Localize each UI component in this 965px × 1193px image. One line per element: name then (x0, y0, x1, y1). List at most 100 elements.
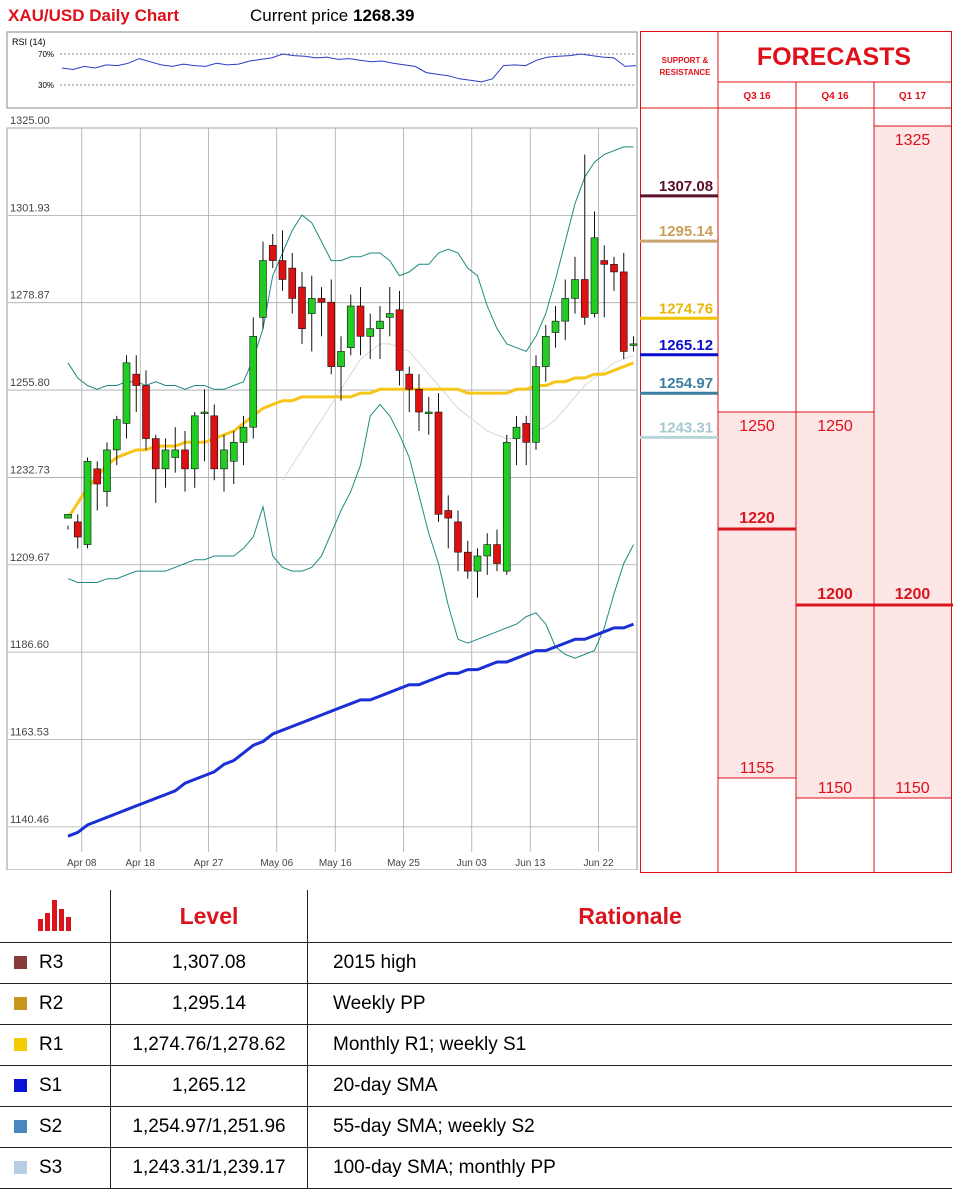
candle-bullish (171, 449, 180, 458)
candle-bearish (522, 423, 531, 443)
candle-bearish (395, 309, 404, 371)
table-row: S1 1,265.12 20-day SMA (0, 1065, 952, 1107)
level-value: 1,295.14 (110, 983, 308, 1025)
candle-bearish (278, 260, 287, 280)
level-code: R1 (0, 1024, 111, 1066)
candle-bullish (376, 320, 384, 330)
table-row: S2 1,254.97/1,251.96 55-day SMA; weekly S2 (0, 1106, 952, 1148)
forecast-high-value: 1250 (817, 418, 853, 435)
level-rationale: 100-day SMA; monthly PP (307, 1147, 952, 1189)
level-value: 1,254.97/1,251.96 (110, 1106, 308, 1148)
candle-bullish (532, 366, 540, 443)
color-swatch (14, 1038, 27, 1051)
y-tick-label: 1209.67 (10, 552, 50, 564)
candle-bullish (83, 460, 92, 545)
x-tick-label: Apr 18 (126, 858, 156, 869)
table-icon-cell (0, 890, 111, 943)
candle-bullish (366, 328, 375, 337)
sr-heading-line: RESISTANCE (660, 68, 712, 77)
candle-bearish (132, 373, 141, 386)
candle-bullish (161, 449, 170, 470)
sma100-line (67, 622, 635, 838)
candle-bullish (551, 320, 560, 333)
candle-bearish (93, 468, 102, 485)
candle-bearish (356, 305, 365, 337)
color-swatch (14, 956, 27, 969)
rsi-panel: RSI (14) 70% 30% (6, 31, 638, 109)
x-tick-label: Jun 03 (457, 858, 487, 869)
candle-bearish (142, 385, 150, 439)
candle-bearish (493, 544, 501, 564)
candle-bullish (502, 442, 511, 572)
candle-bullish (307, 298, 316, 314)
candlesticks (64, 154, 638, 598)
y-tick-label: 1140.46 (10, 814, 49, 826)
candle-bearish (405, 373, 414, 390)
sr-heading-line: SUPPORT & (662, 56, 709, 65)
level-code-text: R3 (39, 952, 64, 973)
sr-level-label: 1265.12 (659, 337, 713, 354)
level-value: 1,274.76/1,278.62 (110, 1024, 308, 1066)
candle-bearish (288, 267, 297, 299)
x-axis: Apr 08 Apr 18 Apr 27 May 06 May 16 May 25 Jun … (67, 858, 614, 869)
candle-bearish (610, 264, 618, 273)
x-tick-label: Jun 22 (583, 858, 613, 869)
x-tick-label: Jun 13 (515, 858, 545, 869)
y-tick-label: 1278.87 (10, 290, 50, 302)
candle-bearish (600, 260, 609, 265)
sr-level-label: 1274.76 (659, 300, 713, 317)
level-value: 1,307.08 (110, 942, 308, 984)
table-row: R2 1,295.14 Weekly PP (0, 983, 952, 1025)
candle-bullish (483, 544, 492, 557)
level-code-text: R1 (39, 1034, 64, 1055)
y-tick-label: 1186.60 (10, 639, 49, 651)
current-price-label: Current price (250, 6, 349, 25)
candle-bullish (122, 362, 131, 424)
y-tick-label: 1325.00 (10, 115, 50, 127)
forecast-median-value: 1220 (739, 510, 775, 527)
candle-bullish (112, 419, 121, 451)
candle-bullish (385, 313, 394, 318)
forecast-high-value: 1325 (895, 132, 931, 149)
candle-bearish (463, 551, 472, 572)
forecast-high-value: 1250 (739, 418, 775, 435)
level-rationale: 20-day SMA (307, 1065, 952, 1107)
level-header: Level (110, 890, 308, 943)
level-rationale: Monthly R1; weekly S1 (307, 1024, 952, 1066)
x-tick-label: May 25 (387, 858, 420, 869)
y-tick-label: 1163.53 (10, 727, 49, 739)
level-code-text: S3 (39, 1157, 63, 1178)
candle-bearish (444, 510, 453, 519)
forecast-column-header: Q1 17 (899, 91, 927, 102)
level-code: S3 (0, 1147, 111, 1189)
current-price: Current price 1268.39 (250, 6, 414, 26)
candle-bearish (317, 298, 326, 303)
table-body: R3 1,307.08 2015 high R2 1,295.14 Weekly PP R1… (0, 942, 952, 1189)
forecast-range-fill (718, 412, 796, 778)
level-code: R2 (0, 983, 111, 1025)
level-rationale: Weekly PP (307, 983, 952, 1025)
candle-bullish (424, 411, 433, 414)
candle-bearish (298, 286, 306, 330)
forecast-low-value: 1150 (895, 780, 930, 797)
candle-bearish (580, 279, 589, 318)
candle-bullish (229, 442, 238, 462)
forecast-low-value: 1150 (818, 780, 853, 797)
candle-bearish (151, 438, 160, 470)
current-price-value: 1268.39 (353, 6, 415, 25)
candle-bullish (512, 426, 521, 439)
candle-bearish (619, 271, 628, 352)
table-row: R1 1,274.76/1,278.62 Monthly R1; weekly S1 (0, 1024, 952, 1066)
candle-bullish (249, 335, 258, 428)
forecast-range-fill (874, 126, 951, 798)
candle-bullish (220, 449, 228, 470)
price-chart: 1325.00 1301.93 1278.87 1255.80 1232.73 1209.… (6, 115, 638, 870)
candle-bullish (473, 555, 482, 572)
forecast-column-header: Q3 16 (743, 91, 771, 102)
bollinger-upper-line (67, 146, 634, 390)
candle-bullish (346, 305, 355, 348)
sr-level-label: 1243.31 (659, 419, 713, 436)
chart-title: XAU/USD Daily Chart (8, 6, 179, 25)
candle-bullish (103, 449, 111, 492)
level-code-text: R2 (39, 993, 64, 1014)
